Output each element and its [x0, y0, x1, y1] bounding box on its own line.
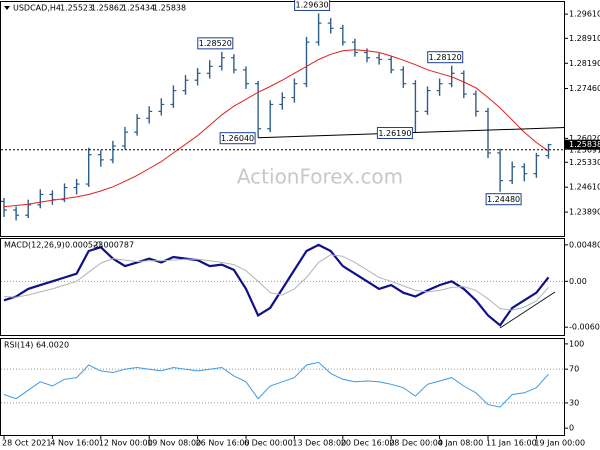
y-tick-label: 0.004809 — [569, 240, 600, 249]
y-tick-label: 0 — [569, 424, 574, 433]
x-tick-label: 4 Nov 16:00 — [50, 439, 99, 448]
title-close: 1.25838 — [153, 4, 186, 13]
annotation-label: 1.28120 — [429, 53, 462, 62]
macd-trendline — [499, 291, 556, 329]
y-tick-label: 1.26020 — [569, 134, 600, 143]
y-tick-label: 100 — [569, 339, 584, 348]
series-line — [3, 254, 549, 311]
series-line — [3, 361, 549, 408]
pane-value: -0.000787 — [93, 241, 134, 250]
x-tick-label: 4 Jan 08:00 — [438, 439, 484, 448]
x-tick-label: 20 Dec 16:00 — [341, 439, 395, 448]
y-tick-label: 1.28910 — [569, 34, 600, 43]
last-price-label: 1.25838 — [569, 140, 600, 149]
main-pane — [0, 1, 565, 237]
x-tick-label: 26 Nov 16:00 — [196, 439, 250, 448]
title-high: 1.25862 — [91, 4, 124, 13]
annotation-label: 1.24480 — [487, 195, 520, 204]
menu-icon — [4, 6, 10, 10]
y-tick-label: 1.29610 — [569, 10, 600, 19]
annotation-box — [427, 51, 464, 64]
y-tick-label: 1.23890 — [569, 208, 600, 217]
y-tick-label: 0.00 — [569, 277, 587, 286]
annotation-label: 1.26040 — [221, 134, 254, 143]
last-price-box — [565, 139, 600, 150]
x-tick-label: 13 Dec 08:00 — [292, 439, 346, 448]
x-tick-label: 6 Dec 00:00 — [244, 439, 293, 448]
annotation-box — [219, 132, 256, 145]
pane-value: 0.000523 — [65, 241, 103, 250]
title-low: 1.25434 — [122, 4, 155, 13]
x-tick-label: 19 Jan 00:00 — [534, 439, 585, 448]
watermark: ActionForex.com — [237, 165, 403, 189]
x-tick-label: 19 Nov 08:00 — [147, 439, 201, 448]
annotation-box — [376, 127, 413, 139]
y-tick-label: 1.27460 — [569, 84, 600, 93]
y-tick-label: 30 — [569, 398, 579, 407]
y-tick-label: 1.25330 — [569, 158, 600, 167]
rsi-pane — [0, 338, 565, 436]
pane-title: RSI(14) 64.0020 — [4, 341, 69, 350]
x-tick-label: 12 Nov 00:00 — [99, 439, 153, 448]
y-tick-label: 1.24610 — [569, 183, 600, 192]
series-line — [3, 243, 550, 327]
series-line — [3, 49, 549, 208]
annotation-box — [197, 37, 234, 50]
annotation-label: 1.29630 — [296, 1, 329, 10]
macd-pane — [0, 238, 565, 336]
y-tick-label: 1.28190 — [569, 59, 600, 68]
pane-title: MACD(12,26,9) — [4, 241, 65, 250]
x-tick-label: 11 Jan 16:00 — [486, 439, 537, 448]
annotation-label: 1.26190 — [378, 129, 411, 138]
h-line-label: 1.25691 — [569, 145, 600, 154]
title-open: 1.25523 — [60, 4, 93, 13]
annotation-box — [485, 193, 522, 206]
x-tick-label: 28 Dec 00:00 — [389, 439, 443, 448]
annotation-label: 1.28520 — [199, 39, 232, 48]
annotation-box — [294, 0, 331, 11]
chart-title: USDCAD,H4 — [13, 4, 61, 13]
y-tick-label: 70 — [569, 365, 579, 374]
y-tick-label: -0.00605 — [569, 323, 600, 332]
x-tick-label: 28 Oct 2021 — [2, 439, 51, 448]
